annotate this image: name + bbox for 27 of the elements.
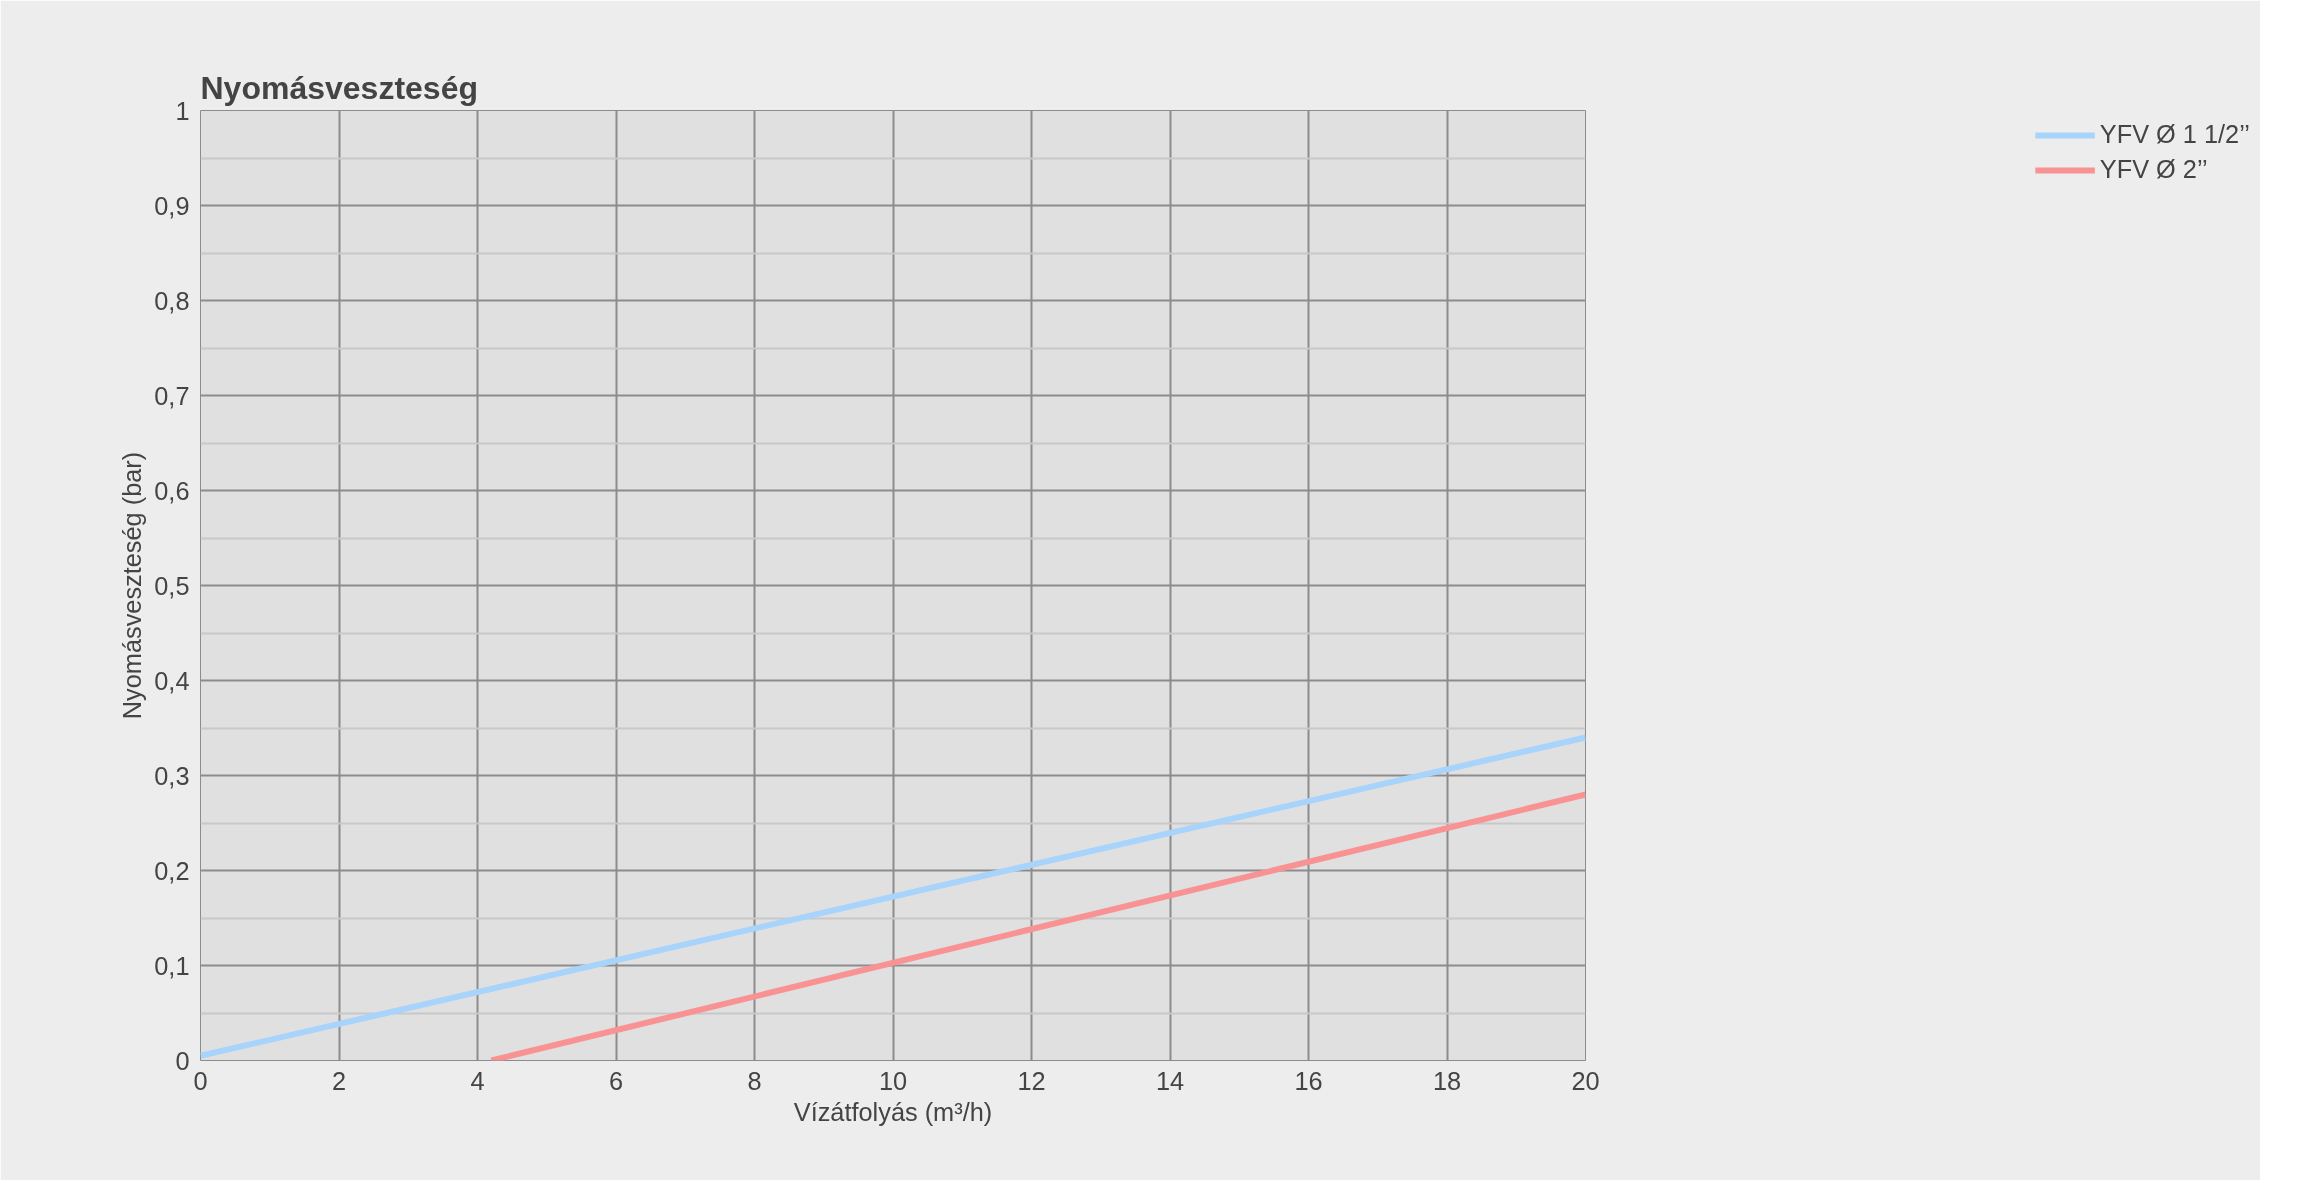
y-tick-label: 0,1 (154, 951, 190, 980)
x-tick-label: 16 (1294, 1066, 1323, 1095)
y-tick-label: 0,5 (154, 571, 190, 600)
y-tick-label: 0,8 (154, 286, 190, 315)
x-tick-label: 0 (193, 1066, 208, 1095)
x-axis-title: Vízátfolyás (m³/h) (793, 1097, 993, 1126)
y-tick-label: 0,2 (154, 856, 190, 885)
x-tick-label: 8 (747, 1066, 762, 1095)
x-tick-label: 4 (470, 1066, 485, 1095)
legend-label: YFV Ø 2’’ (2099, 155, 2208, 184)
x-tick-label: 6 (608, 1066, 624, 1095)
y-axis-title: Nyomásveszteség (bar) (118, 451, 147, 720)
y-tick-label: 0,6 (154, 476, 190, 505)
y-tick-label: 1 (175, 96, 190, 125)
chart-title: Nyomásveszteség (200, 69, 478, 106)
x-tick-label: 18 (1432, 1066, 1462, 1095)
x-tick-label: 2 (331, 1066, 347, 1095)
x-tick-label: 10 (878, 1066, 908, 1095)
x-tick-label: 20 (1571, 1066, 1600, 1095)
x-tick-label: 14 (1155, 1066, 1185, 1095)
y-tick-label: 0,3 (154, 761, 190, 790)
y-tick-label: 0 (175, 1046, 190, 1075)
y-tick-label: 0,9 (154, 191, 190, 220)
y-tick-label: 0,7 (154, 381, 190, 410)
y-tick-label: 0,4 (154, 666, 190, 695)
legend-label: YFV Ø 1 1/2’’ (2099, 120, 2250, 149)
x-tick-label: 12 (1017, 1066, 1046, 1095)
